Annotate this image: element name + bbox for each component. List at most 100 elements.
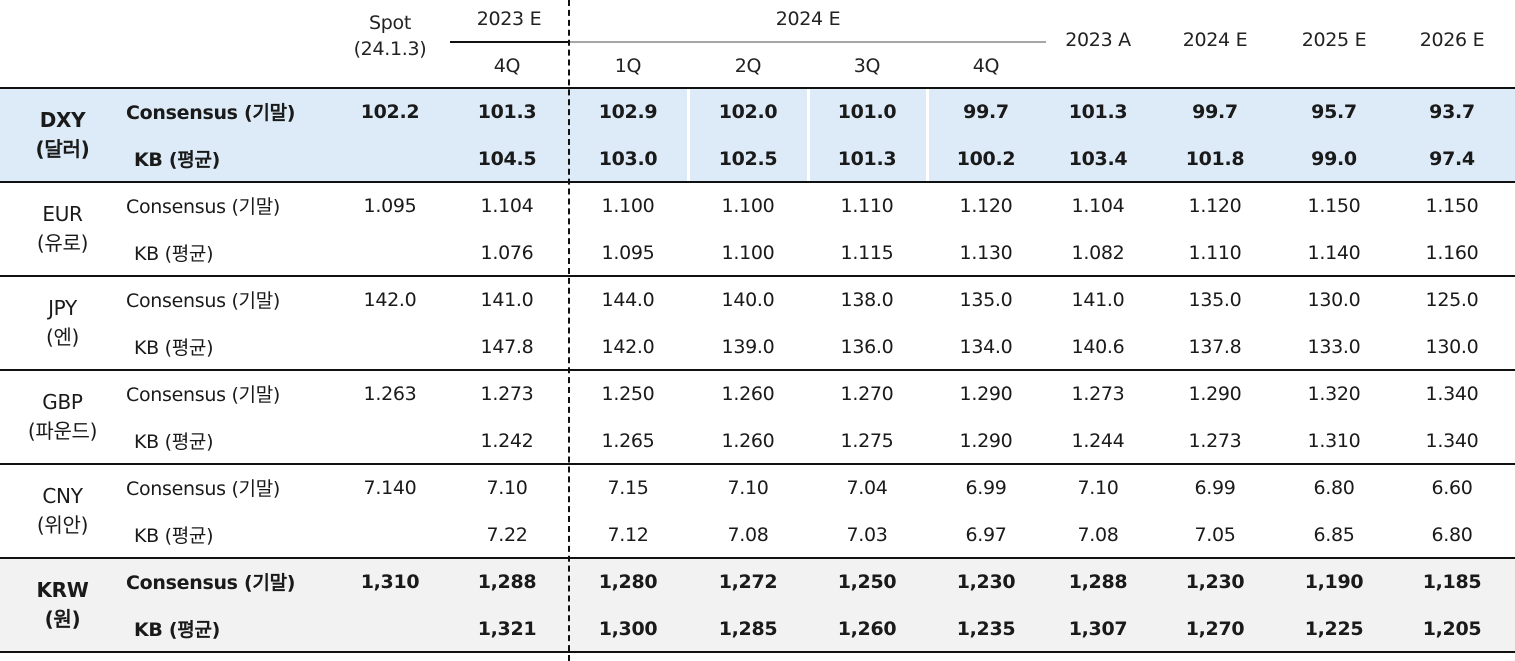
currency-code: KRW	[36, 578, 89, 602]
row-label-consensus: Consensus (기말)	[126, 572, 296, 594]
value-cell: 99.7	[963, 100, 1009, 123]
value-cell: 1.275	[840, 429, 894, 452]
currency-jpy: JPY (엔)	[0, 276, 125, 370]
header-quarter: 3Q	[853, 55, 881, 77]
value-cell: 142.0	[601, 335, 655, 358]
currency-eur: EUR (유로)	[0, 182, 125, 276]
header-annual: 2024 E	[1182, 29, 1248, 51]
group-divider	[0, 651, 1515, 653]
value-cell: 147.8	[480, 335, 534, 358]
value-cell: 140.6	[1071, 335, 1125, 358]
value-cell: 1.265	[601, 429, 655, 452]
value-cell: 1.260	[721, 382, 775, 405]
row-label-consensus: Consensus (기말)	[126, 290, 281, 312]
value-cell: 130.0	[1307, 288, 1361, 311]
header-2023e-rule	[450, 41, 568, 43]
value-cell: 100.2	[956, 147, 1016, 170]
value-cell: 7.10	[727, 476, 769, 499]
value-cell: 93.7	[1429, 100, 1475, 123]
value-cell: 7.08	[1077, 523, 1119, 546]
value-cell: 103.0	[598, 147, 658, 170]
value-cell: 1.076	[480, 241, 534, 264]
value-cell: 1.100	[721, 194, 775, 217]
row-label-consensus: Consensus (기말)	[126, 196, 281, 218]
value-cell: 102.0	[718, 100, 778, 123]
currency-code: JPY	[48, 296, 77, 320]
value-cell: 141.0	[1071, 288, 1125, 311]
value-cell: 6.80	[1313, 476, 1355, 499]
value-cell: 1.130	[959, 241, 1013, 264]
value-cell: 1.160	[1425, 241, 1479, 264]
value-cell: 1,285	[718, 617, 778, 640]
value-cell: 7.12	[607, 523, 649, 546]
value-cell: 1.110	[1188, 241, 1242, 264]
value-cell: 1.104	[1071, 194, 1125, 217]
value-cell: 7.10	[1077, 476, 1119, 499]
value-cell: 103.4	[1068, 147, 1128, 170]
value-cell: 101.3	[477, 100, 537, 123]
value-cell: 7.10	[486, 476, 528, 499]
header-2024e-rule	[570, 41, 1046, 43]
value-cell: 99.0	[1311, 147, 1357, 170]
row-label-kb: KB (평균)	[134, 619, 221, 641]
value-cell: 1.150	[1425, 194, 1479, 217]
value-cell: 102.9	[598, 100, 658, 123]
header-annual: 2023 A	[1065, 29, 1131, 51]
header-quarter: 1Q	[614, 55, 642, 77]
group-divider	[0, 369, 1515, 371]
header-quarter: 4Q	[972, 55, 1000, 77]
value-cell: 6.97	[965, 523, 1007, 546]
row-label-kb: KB (평균)	[134, 525, 214, 547]
value-cell: 1,280	[598, 570, 658, 593]
row-label-kb: KB (평균)	[134, 431, 214, 453]
dxy-column-gap	[687, 88, 690, 182]
value-cell: 1.140	[1307, 241, 1361, 264]
value-cell: 1,185	[1422, 570, 1482, 593]
value-cell: 1,272	[718, 570, 778, 593]
value-cell: 1,270	[1185, 617, 1245, 640]
value-cell: 6.99	[1194, 476, 1236, 499]
header-quarter: 2Q	[734, 55, 762, 77]
value-cell: 1.310	[1307, 429, 1361, 452]
row-label-kb: KB (평균)	[134, 337, 214, 359]
value-cell: 1,250	[837, 570, 897, 593]
value-cell: 1,225	[1304, 617, 1364, 640]
value-cell: 1.110	[840, 194, 894, 217]
value-cell: 1.120	[959, 194, 1013, 217]
value-cell: 1.263	[363, 382, 417, 405]
value-cell: 97.4	[1429, 147, 1475, 170]
value-cell: 141.0	[480, 288, 534, 311]
value-cell: 1.273	[1188, 429, 1242, 452]
value-cell: 1.082	[1071, 241, 1125, 264]
value-cell: 104.5	[477, 147, 537, 170]
value-cell: 130.0	[1425, 335, 1479, 358]
value-cell: 135.0	[1188, 288, 1242, 311]
value-cell	[335, 229, 445, 276]
currency-code: DXY	[39, 108, 86, 132]
value-cell: 7.15	[607, 476, 649, 499]
header-annual: 2026 E	[1419, 29, 1485, 51]
value-cell: 1.290	[1188, 382, 1242, 405]
currency-name: (원)	[44, 607, 81, 631]
value-cell: 1.115	[840, 241, 894, 264]
currency-name: (파운드)	[27, 419, 98, 443]
currency-name: (유로)	[36, 231, 89, 255]
value-cell: 1.273	[480, 382, 534, 405]
value-cell: 1.100	[721, 241, 775, 264]
currency-gbp: GBP (파운드)	[0, 370, 125, 464]
row-label-kb: KB (평균)	[134, 243, 214, 265]
group-divider	[0, 463, 1515, 465]
value-cell: 1,307	[1068, 617, 1128, 640]
value-cell: 7.140	[363, 476, 417, 499]
value-cell: 101.8	[1185, 147, 1245, 170]
value-cell: 1,230	[1185, 570, 1245, 593]
value-cell: 102.5	[718, 147, 778, 170]
value-cell: 133.0	[1307, 335, 1361, 358]
currency-code: GBP	[42, 390, 83, 414]
value-cell: 1.242	[480, 429, 534, 452]
currency-krw: KRW (원)	[0, 558, 125, 652]
value-cell	[335, 135, 445, 182]
value-cell: 1.290	[959, 429, 1013, 452]
value-cell: 1.095	[601, 241, 655, 264]
